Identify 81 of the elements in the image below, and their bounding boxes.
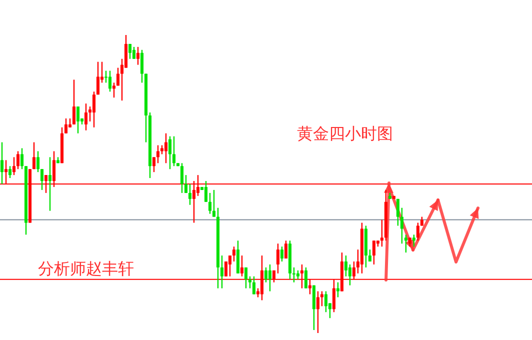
- candlestick: [64, 118, 68, 134]
- candlestick: [184, 174, 188, 194]
- candlestick: [336, 282, 340, 298]
- candlestick: [404, 234, 408, 254]
- candlestick: [380, 219, 384, 248]
- candlestick: [228, 254, 232, 277]
- candlestick: [348, 264, 352, 286]
- candlestick: [188, 183, 192, 206]
- candlestick: [268, 264, 272, 292]
- candlestick: [164, 132, 168, 164]
- candlestick: [192, 180, 196, 224]
- candlestick: [396, 198, 400, 226]
- candlestick: [108, 70, 112, 92]
- candlestick: [84, 102, 88, 131]
- candlestick: [324, 290, 328, 313]
- candlestick: [72, 79, 76, 125]
- candlestick: [44, 174, 48, 194]
- candlestick: [368, 248, 372, 262]
- candlestick: [116, 67, 120, 86]
- candlestick: [280, 246, 284, 262]
- candlestick: [132, 46, 136, 60]
- candlestick: [136, 46, 140, 66]
- candlestick: [220, 254, 224, 289]
- candlestick: [180, 162, 184, 194]
- candlestick: [100, 61, 104, 84]
- candlestick: [260, 254, 264, 301]
- title: 黄金四小时图: [297, 124, 393, 143]
- candlestick: [248, 276, 252, 289]
- candlestick: [36, 150, 40, 173]
- candlestick: [252, 276, 256, 295]
- candlestick: [48, 156, 52, 212]
- candlestick: [76, 106, 80, 134]
- candlestick: [96, 61, 100, 96]
- candlestick: [92, 91, 96, 128]
- candlestick: [212, 189, 216, 218]
- candlestick: [124, 34, 128, 68]
- candlestick: [332, 278, 336, 313]
- candlestick: [172, 136, 176, 167]
- candlestick: [292, 266, 296, 283]
- candlestick: [112, 82, 116, 98]
- candlestick: [356, 248, 360, 274]
- candlestick: [232, 246, 236, 262]
- candlestick: [8, 166, 12, 179]
- candlestick: [156, 144, 160, 164]
- candlestick: [4, 160, 8, 185]
- candlestick: [300, 264, 304, 289]
- candlestick: [52, 150, 56, 188]
- candlestick: [120, 58, 124, 102]
- candlestick: [88, 106, 92, 122]
- candlestick: [204, 180, 208, 202]
- candlestick: [16, 150, 20, 170]
- candlestick: [276, 243, 280, 274]
- candlestick: [400, 207, 404, 244]
- candlestick: [128, 43, 132, 60]
- candlestick: [32, 142, 36, 170]
- candlestick: [0, 142, 4, 185]
- candlestick: [328, 302, 332, 319]
- candlestick: [236, 240, 240, 274]
- candlestick: [264, 266, 268, 283]
- candlestick: [372, 240, 376, 266]
- candlestick: [316, 290, 320, 334]
- candlestick: [244, 266, 248, 289]
- candlestick: [284, 240, 288, 260]
- candlestick: [140, 49, 144, 84]
- candlestick: [352, 260, 356, 280]
- candlestick: [196, 174, 200, 197]
- candlestick: [168, 136, 172, 170]
- candlestick: [412, 234, 416, 248]
- candlestick: [12, 156, 16, 176]
- candlestick: [40, 168, 44, 191]
- candlestick: [312, 284, 316, 331]
- candlestick: [304, 266, 308, 289]
- candlestick: [208, 192, 212, 214]
- candlestick: [152, 156, 156, 173]
- annotation: 分析师赵丰轩: [38, 259, 134, 278]
- candlestick: [20, 148, 24, 170]
- candlestick: [104, 70, 108, 84]
- candlestick: [308, 278, 312, 295]
- candlestick: [416, 222, 420, 242]
- candlestick: [344, 254, 348, 277]
- candlestick: [240, 254, 244, 277]
